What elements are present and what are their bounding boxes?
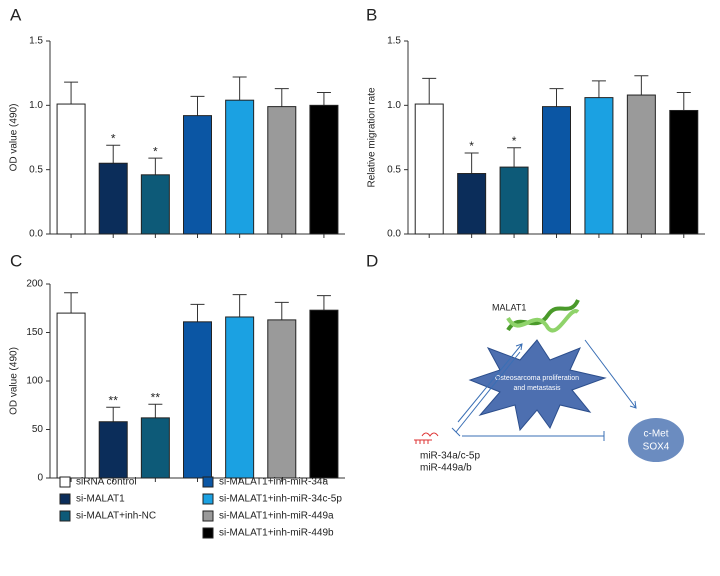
y-tick-label: 150 [26,327,43,338]
error-bar [634,75,649,96]
y-tick-label: 1.5 [29,36,43,47]
legend-label: si-MALAT1+inh-miR-449a [219,511,334,522]
mirna-label: miR-449a/b [420,463,472,474]
target-label: c-Met [644,429,669,440]
y-axis-label: OD value (490) [9,104,20,172]
error-bar [274,88,289,107]
bar [542,106,571,235]
bar [669,109,699,235]
error-bar [316,295,331,311]
bar [457,173,487,235]
gene-label: MALAT1 [492,302,526,312]
bar [183,115,212,235]
significance-label: * [153,144,158,158]
dna-icon [506,299,580,333]
legend-swatch [59,510,71,522]
bar [414,103,444,235]
error-bar [232,294,247,317]
legend-swatch [59,493,71,505]
bar [225,99,255,235]
error-bar [106,144,121,164]
error-bar [232,76,247,101]
error-bar [64,292,79,314]
y-axis-label: Relative migration rate [367,87,378,187]
center-burst [468,339,607,432]
panel-label: B [366,5,377,24]
bar [309,104,339,235]
legend-label: siRNA control [76,477,137,488]
bar [56,312,86,479]
legend-label: si-MALAT1+inh-miR-449b [219,528,334,539]
bar [56,103,86,235]
error-bar [464,152,479,174]
error-bar [190,95,205,116]
y-tick-label: 1.0 [387,100,401,111]
panel-label: D [366,251,378,270]
error-bar [549,88,564,107]
bar [499,166,529,235]
error-bar [591,80,606,98]
y-tick-label: 0.0 [29,229,43,240]
bar [183,321,212,479]
error-bar [148,157,163,175]
error-bar [316,91,331,106]
bar [626,94,656,235]
error-bar [676,91,691,111]
y-tick-label: 0.5 [29,164,43,175]
mirna-icon [414,439,432,444]
legend-swatch [59,476,71,488]
panel-label: A [10,5,22,24]
significance-label: ** [109,393,119,407]
legend-swatch [202,527,214,539]
legend-label: si-MALAT1 [76,494,125,505]
center-label: Osteosarcoma proliferation [495,375,579,382]
bar [140,417,170,479]
center-label: and metastasis [513,385,561,392]
bar [309,309,339,479]
error-bar [507,147,522,168]
significance-label: * [512,134,517,148]
y-tick-label: 1.5 [387,36,401,47]
legend-swatch [202,493,214,505]
mirna-label: miR-34a/c-5p [420,451,480,462]
y-axis-label: OD value (490) [9,347,20,415]
bar [267,319,297,479]
bar [225,316,255,479]
legend-swatch [202,476,214,488]
error-bar [422,77,437,105]
error-bar [190,303,205,322]
y-tick-label: 0.5 [387,164,401,175]
y-tick-label: 0.0 [387,229,401,240]
legend-label: si-MALAT1+inh-miR-34a [219,477,328,488]
bar [98,162,128,235]
significance-label: ** [151,390,161,404]
arrows [451,339,637,441]
legend-label: si-MALAT+inh-NC [76,511,156,522]
diagram: MALAT1 Osteosarcoma proliferation and me… [414,299,684,474]
target-node [628,418,684,462]
y-tick-label: 100 [26,376,43,387]
bar [584,97,614,235]
error-bar [64,81,79,105]
mirna-icon [421,432,439,437]
panel-label: C [10,251,22,270]
error-bar [106,406,121,422]
bar [98,421,128,479]
y-tick-label: 0 [37,473,43,484]
legend-label: si-MALAT1+inh-miR-34c-5p [219,494,342,505]
y-tick-label: 1.0 [29,100,43,111]
error-bar [274,301,289,320]
target-label: SOX4 [643,442,670,453]
y-tick-label: 50 [32,424,44,435]
y-tick-label: 200 [26,279,43,290]
bar [140,174,170,235]
bar [267,106,297,235]
significance-label: * [469,139,474,153]
error-bar [148,403,163,418]
legend-swatch [202,510,214,522]
significance-label: * [111,131,116,145]
